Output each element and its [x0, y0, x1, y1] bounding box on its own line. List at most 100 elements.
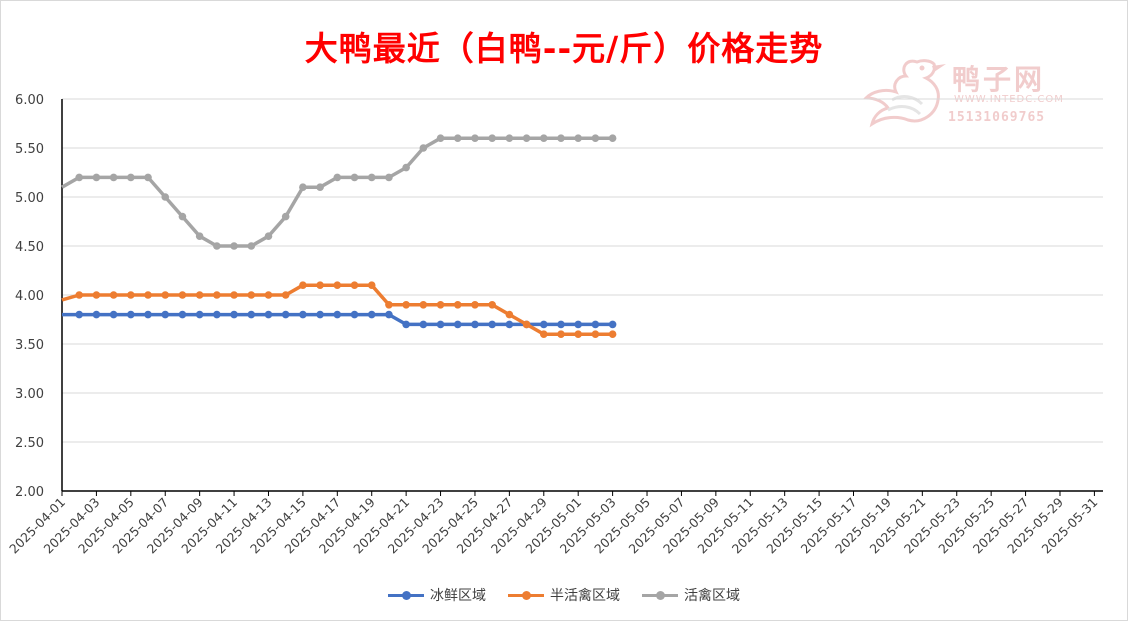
data-point [488, 301, 496, 309]
y-tick-label: 6.00 [15, 93, 44, 108]
data-point [281, 310, 290, 319]
data-point [144, 173, 152, 182]
series-group [61, 134, 617, 339]
series [61, 281, 617, 339]
data-point [316, 310, 324, 319]
data-point [367, 173, 376, 182]
legend: 冰鲜区域 半活禽区域 活禽区域 [0, 585, 1128, 605]
data-point [402, 320, 410, 329]
data-point [574, 330, 582, 339]
data-point [247, 242, 256, 250]
data-point [264, 291, 273, 299]
data-point [367, 281, 376, 290]
data-point [350, 173, 359, 182]
legend-label: 冰鲜区域 [430, 588, 486, 604]
data-point [488, 134, 496, 142]
data-point [419, 301, 428, 309]
data-point [230, 310, 238, 319]
series-line [61, 136, 613, 248]
x-axis-tick-labels: 2025-04-012025-04-032025-04-052025-04-07… [6, 494, 1100, 556]
data-point [367, 310, 376, 319]
grid-lines [62, 98, 1103, 443]
data-point [471, 301, 479, 309]
data-point [92, 173, 101, 182]
data-point [299, 281, 307, 290]
data-point [299, 183, 307, 191]
series-line [61, 283, 613, 336]
y-tick-label: 3.50 [15, 338, 44, 353]
data-point [195, 291, 204, 299]
data-point [557, 134, 565, 142]
data-point [161, 193, 170, 201]
data-point [350, 310, 359, 319]
data-point [127, 310, 135, 319]
data-point [539, 134, 548, 142]
data-point [144, 310, 152, 319]
legend-item: 活禽区域 [642, 585, 740, 605]
data-point [333, 281, 342, 290]
data-point [213, 291, 221, 299]
axes [61, 99, 1103, 496]
data-point [195, 310, 204, 319]
data-point [316, 281, 324, 290]
data-point [453, 301, 462, 309]
data-point [436, 301, 445, 309]
data-point [608, 134, 617, 142]
data-point [92, 291, 101, 299]
data-point [574, 134, 582, 142]
y-tick-label: 2.00 [15, 485, 44, 500]
data-point [505, 134, 514, 142]
data-point [127, 173, 135, 182]
data-point [161, 310, 170, 319]
data-point [144, 291, 152, 299]
data-point [161, 291, 170, 299]
legend-swatch [642, 588, 678, 602]
legend-swatch [508, 588, 544, 602]
watermark-name: 鸭子网 [952, 63, 1046, 96]
data-point [436, 320, 445, 329]
data-point [281, 291, 290, 299]
y-tick-label: 2.50 [15, 436, 44, 451]
data-point [178, 291, 187, 299]
data-point [195, 232, 204, 240]
data-point [92, 310, 101, 319]
data-point [591, 320, 600, 329]
data-point [230, 291, 238, 299]
data-point [385, 310, 393, 319]
data-point [591, 134, 600, 142]
data-point [109, 173, 118, 182]
data-point [109, 291, 118, 299]
data-point [539, 320, 548, 329]
data-point [471, 134, 479, 142]
data-point [522, 134, 531, 142]
data-point [230, 242, 238, 250]
data-point [453, 134, 462, 142]
data-point [608, 330, 617, 339]
data-point [247, 291, 256, 299]
data-point [539, 330, 548, 339]
watermark-phone: 15131069765 [948, 110, 1046, 125]
y-tick-label: 5.50 [15, 142, 44, 157]
data-point [75, 291, 84, 299]
duck-logo-icon [862, 59, 946, 128]
data-point [402, 163, 410, 172]
legend-label: 半活禽区域 [550, 588, 620, 604]
data-point [608, 320, 617, 329]
legend-label: 活禽区域 [684, 588, 740, 604]
y-axis-tick-labels: 2.00 2.50 3.00 3.50 4.00 4.50 5.00 5.50 6.00 [15, 93, 44, 500]
data-point [333, 310, 342, 319]
data-point [505, 320, 514, 329]
data-point [419, 144, 428, 152]
data-point [488, 320, 496, 329]
y-tick-label: 4.00 [15, 289, 44, 304]
data-point [75, 173, 84, 182]
data-point [281, 212, 290, 221]
data-point [522, 320, 531, 329]
data-point [557, 330, 565, 339]
data-point [178, 310, 187, 319]
legend-swatch [388, 588, 424, 602]
data-point [109, 310, 118, 319]
data-point [574, 320, 582, 329]
data-point [299, 310, 307, 319]
y-tick-label: 3.00 [15, 387, 44, 402]
